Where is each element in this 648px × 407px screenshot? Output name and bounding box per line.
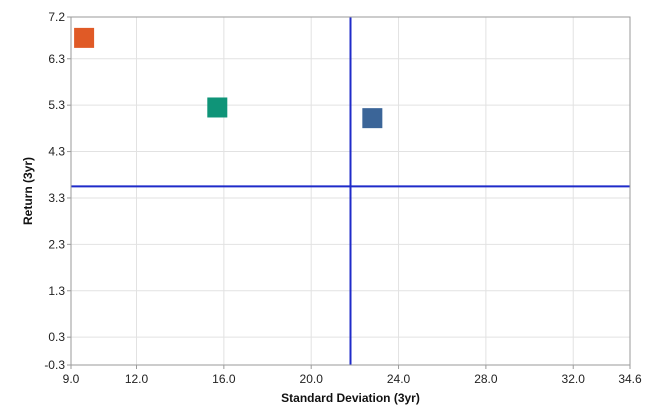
x-tick-label: 34.6 [618,372,642,386]
reference-lines [71,17,630,365]
x-tick-label: 24.0 [387,372,411,386]
x-tick-label: 12.0 [125,372,149,386]
y-tick-label: 0.3 [48,330,65,344]
y-tick-label: 2.3 [48,237,65,251]
y-tick-label: 7.2 [48,10,65,24]
x-tick-label: 20.0 [300,372,324,386]
y-tick-label: 1.3 [48,284,65,298]
x-tick-label: 16.0 [212,372,236,386]
x-tick-label: 32.0 [562,372,586,386]
y-tick-label: -0.3 [44,358,65,372]
y-tick-label: 5.3 [48,98,65,112]
tick-labels: 9.0 12.0 16.0 20.0 24.0 28.0 32.0 34.6 -0.3 0.3 1.… [44,10,642,386]
plot-area-frame [70,16,631,366]
x-tick-label: 9.0 [63,372,80,386]
y-tick-label: 4.3 [48,145,65,159]
data-point-2 [207,97,228,118]
data-point-1 [74,27,95,48]
y-axis-label: Return (3yr) [21,157,35,225]
data-points [74,27,383,129]
y-tick-label: 6.3 [48,52,65,66]
data-point-3 [362,108,383,129]
x-tick-label: 28.0 [474,372,498,386]
y-tick-label: 3.3 [48,191,65,205]
x-axis-label: Standard Deviation (3yr) [281,391,420,405]
